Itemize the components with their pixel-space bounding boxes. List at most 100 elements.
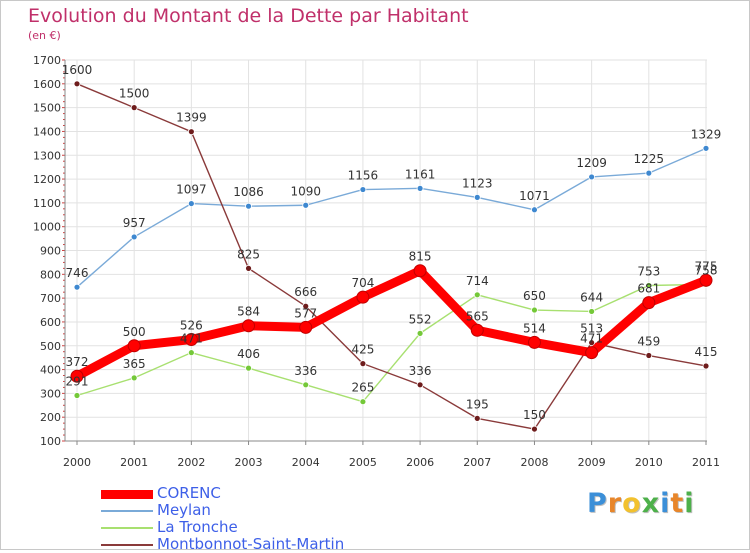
data-point-meylan (73, 283, 81, 291)
chart-subtitle: (en €) (28, 29, 61, 42)
data-point-montbonnot-saint-martin (187, 128, 195, 136)
proxiti-logo: Proxiti (587, 488, 695, 519)
data-point-montbonnot-saint-martin (645, 352, 653, 359)
y-tick-label: 300 (40, 387, 61, 400)
data-point-la-tronche (73, 392, 81, 399)
data-label-meylan: 1123 (462, 176, 493, 190)
data-label-la-tronche: 406 (237, 347, 260, 361)
y-tick-label: 600 (40, 316, 61, 329)
data-point-meylan (359, 186, 367, 193)
y-tick-label: 1200 (33, 173, 61, 186)
data-label-corenc: 471 (580, 332, 603, 346)
data-point-corenc (127, 339, 141, 353)
data-label-meylan: 1086 (233, 185, 264, 199)
y-tick-label: 1600 (33, 78, 61, 91)
data-point-montbonnot-saint-martin (473, 414, 481, 422)
data-point-la-tronche (588, 308, 596, 315)
data-point-corenc (356, 290, 370, 304)
data-point-la-tronche (531, 306, 538, 314)
data-label-la-tronche: 753 (637, 265, 660, 279)
data-label-montbonnot-saint-martin: 666 (294, 285, 317, 299)
series-line-la-tronche (76, 283, 707, 403)
legend-swatch (101, 510, 153, 512)
line-chart: 100 200 300 400 500 600 700 800 900 1000 1100 1200 1… (33, 54, 721, 469)
data-point-montbonnot-saint-martin (73, 80, 81, 88)
data-point-corenc (642, 296, 656, 310)
y-tick-label: 1700 (33, 54, 61, 67)
x-tick-label: 2007 (463, 456, 491, 469)
data-point-la-tronche (359, 398, 367, 406)
data-point-corenc (70, 369, 84, 383)
data-label-la-tronche: 758 (695, 263, 718, 277)
legend-label: Montbonnot-Saint-Martin (157, 535, 345, 553)
data-point-la-tronche (130, 374, 138, 382)
data-label-montbonnot-saint-martin: 1399 (176, 111, 207, 125)
data-label-corenc: 500 (123, 325, 146, 339)
data-label-meylan: 1209 (576, 156, 607, 170)
data-point-montbonnot-saint-martin (302, 302, 310, 310)
y-tick-label: 200 (40, 411, 61, 424)
data-label-montbonnot-saint-martin: 513 (580, 322, 603, 336)
data-label-la-tronche: 265 (351, 381, 374, 395)
data-point-montbonnot-saint-martin (702, 362, 710, 370)
data-label-meylan: 957 (123, 216, 146, 230)
data-point-meylan (645, 169, 653, 177)
y-tick-label: 800 (40, 268, 61, 281)
y-tick-label: 1400 (33, 125, 61, 138)
data-point-corenc (585, 346, 599, 360)
data-point-corenc (470, 323, 484, 337)
data-label-la-tronche: 644 (580, 290, 603, 304)
data-label-montbonnot-saint-martin: 150 (523, 408, 546, 422)
series-line-corenc (72, 266, 711, 381)
x-tick-label: 2010 (635, 456, 663, 469)
legend-label: CORENC (157, 484, 221, 502)
data-label-corenc: 526 (180, 319, 203, 333)
data-point-la-tronche (473, 291, 481, 299)
data-label-la-tronche: 714 (466, 274, 489, 288)
data-point-montbonnot-saint-martin (416, 381, 424, 389)
data-label-montbonnot-saint-martin: 459 (637, 335, 660, 349)
data-point-la-tronche (302, 381, 310, 389)
data-point-meylan (531, 206, 538, 214)
x-tick-label: 2006 (406, 456, 434, 469)
x-tick-label: 2008 (520, 456, 548, 469)
data-point-meylan (130, 233, 138, 241)
data-point-meylan (702, 144, 710, 152)
x-tick-label: 2001 (120, 456, 148, 469)
legend-label: La Tronche (157, 518, 238, 536)
data-point-corenc (299, 320, 313, 334)
data-label-la-tronche: 650 (523, 289, 546, 303)
series-line-meylan (76, 147, 707, 288)
legend-label: Meylan (157, 501, 211, 519)
data-point-corenc (527, 335, 541, 349)
x-tick-label: 2005 (349, 456, 377, 469)
data-point-corenc (699, 273, 713, 287)
data-point-la-tronche (187, 349, 195, 357)
legend-swatch (101, 544, 153, 546)
legend-swatch (101, 489, 153, 499)
data-label-corenc: 775 (695, 259, 718, 273)
data-label-montbonnot-saint-martin: 1500 (119, 87, 150, 101)
data-point-meylan (588, 173, 596, 181)
y-tick-label: 400 (40, 364, 61, 377)
data-label-corenc: 372 (66, 355, 89, 369)
data-label-meylan: 1156 (348, 169, 379, 183)
data-point-meylan (416, 184, 424, 192)
data-point-meylan (302, 201, 310, 209)
data-label-montbonnot-saint-martin: 195 (466, 397, 489, 411)
data-point-corenc (242, 319, 256, 333)
y-tick-label: 1100 (33, 197, 61, 210)
data-label-montbonnot-saint-martin: 336 (409, 364, 432, 378)
data-label-montbonnot-saint-martin: 425 (351, 343, 374, 357)
data-label-montbonnot-saint-martin: 825 (237, 247, 260, 261)
data-label-la-tronche: 471 (180, 332, 203, 346)
data-label-corenc: 681 (637, 282, 660, 296)
data-label-meylan: 1090 (290, 184, 321, 198)
data-label-meylan: 1225 (634, 152, 665, 166)
y-tick-label: 900 (40, 245, 61, 258)
y-tick-label: 500 (40, 340, 61, 353)
y-tick-label: 1300 (33, 149, 61, 162)
data-label-corenc: 704 (351, 276, 374, 290)
data-point-meylan (245, 202, 252, 210)
data-point-meylan (187, 200, 195, 207)
